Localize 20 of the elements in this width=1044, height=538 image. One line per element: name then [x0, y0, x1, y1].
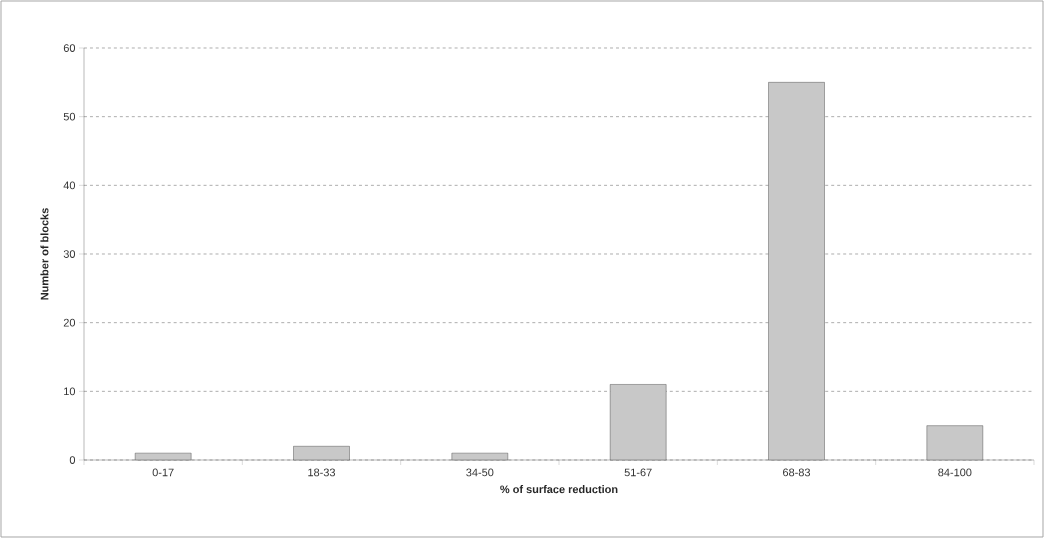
y-tick-label: 40	[63, 181, 76, 190]
x-axis-title: % of surface reduction	[500, 485, 618, 494]
x-tick-label: 34-50	[466, 468, 494, 477]
bar	[293, 446, 350, 461]
bar	[926, 425, 984, 461]
y-tick-label: 60	[63, 44, 76, 52]
bar	[451, 452, 509, 461]
x-tick-label: 84-100	[938, 468, 972, 477]
bar	[609, 384, 667, 461]
x-tick-label: 0-17	[152, 468, 174, 477]
x-tick-label: 51-67	[624, 468, 652, 477]
y-tick-label: 20	[63, 318, 76, 327]
y-tick-label: 10	[64, 387, 76, 396]
y-tick-label: 50	[63, 112, 76, 121]
bar	[134, 452, 192, 461]
y-tick-label: 30	[63, 250, 76, 258]
y-tick-label: 0	[69, 456, 76, 464]
y-axis-title: Number of blocks	[40, 208, 49, 300]
x-tick-label: 18-33	[308, 468, 336, 477]
x-tick-label: 68-83	[783, 468, 811, 477]
